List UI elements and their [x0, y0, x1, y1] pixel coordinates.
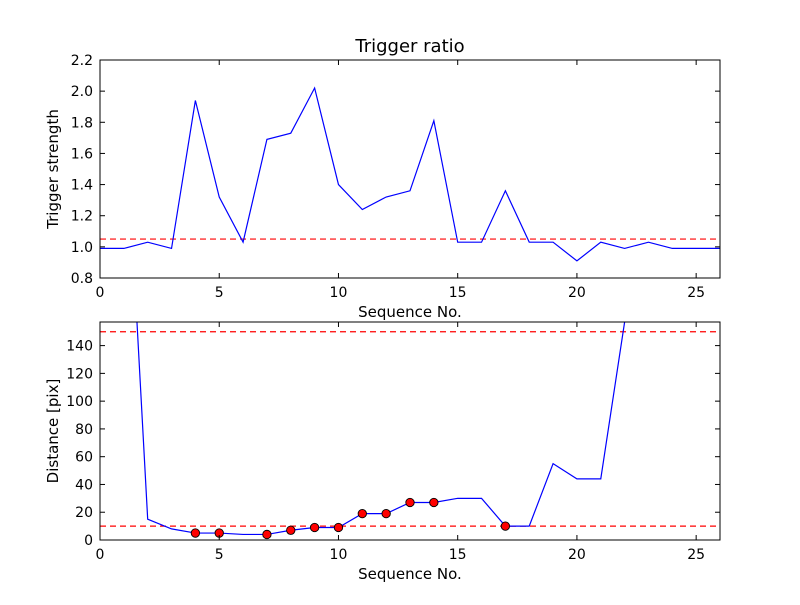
chart1-x-tick-label: 15	[449, 547, 467, 563]
chart1-y-tick-label: 20	[75, 505, 93, 521]
chart1-x-tick-label: 5	[215, 547, 224, 563]
chart0-axes-frame	[99, 59, 721, 279]
chart0-series-line-0	[100, 86, 720, 262]
chart0-y-tick-label: 2.2	[71, 53, 93, 69]
chart1-y-tick-label: 140	[66, 339, 93, 355]
chart0-y-tick-label: 1.2	[71, 209, 93, 225]
chart1-plot-area	[100, 322, 720, 540]
chart0-x-tick-label: 25	[687, 285, 705, 301]
chart0-y-tick-label: 1.0	[71, 240, 93, 256]
chart1-x-axis-label: Sequence No.	[358, 565, 462, 583]
chart1-y-tick-label: 80	[75, 422, 93, 438]
chart1-data-point	[333, 522, 344, 533]
chart1-y-tick-label: 120	[66, 366, 93, 382]
chart1-y-axis-label: Distance [pix]	[44, 379, 62, 484]
chart1-y-tick-label: 60	[75, 450, 93, 466]
chart0-plot-area	[100, 86, 720, 262]
chart1-x-tick-label: 10	[330, 547, 348, 563]
chart1-y-tick-label: 100	[66, 394, 93, 410]
chart1-data-point	[286, 525, 296, 535]
chart0-x-tick-label: 20	[568, 285, 586, 301]
chart1-data-point	[262, 529, 272, 540]
chart0-y-tick-label: 1.8	[71, 115, 93, 131]
chart1-x-tick-label: 0	[96, 547, 105, 563]
chart0-title: Trigger ratio	[354, 36, 464, 57]
chart1-data-point	[309, 522, 320, 533]
chart1-series-line-0	[136, 322, 626, 536]
chart0-panel: 0 5 10 15 20 25 0.8 1.0 1.2 1.4 1.6 1.8 2.0 2.2 Sequen…	[44, 36, 721, 321]
chart0-x-tick-label: 15	[449, 285, 467, 301]
chart0-x-tick-label: 5	[215, 285, 224, 301]
chart1-data-point	[190, 528, 201, 538]
chart0-y-tick-label: 0.8	[71, 271, 93, 287]
chart0-y-tick-label: 2.0	[71, 84, 93, 100]
chart1-data-point	[381, 508, 391, 519]
chart0-x-tick-label: 0	[96, 285, 105, 301]
chart0-y-tick-label: 1.4	[71, 178, 93, 194]
chart1-y-tick-label: 40	[75, 477, 93, 493]
chart0-x-axis-label: Sequence No.	[358, 303, 462, 321]
chart0-x-tick-label: 10	[330, 285, 348, 301]
chart1-data-point	[357, 508, 367, 519]
chart1-x-tick-label: 25	[687, 547, 705, 563]
chart1-data-point	[429, 497, 439, 508]
chart0-y-tick-label: 1.6	[71, 146, 93, 162]
chart0-y-axis-label: Trigger strength	[44, 109, 62, 230]
chart1-data-point	[500, 521, 511, 531]
chart1-x-tick-label: 20	[568, 547, 586, 563]
chart1-panel: 0 5 10 15 20 25 0 20 40 60 80 100 120 140 Sequence No.…	[44, 321, 721, 583]
chart1-y-tick-label: 0	[84, 533, 93, 549]
chart1-data-point	[405, 497, 415, 508]
chart1-axes-frame	[99, 321, 721, 541]
